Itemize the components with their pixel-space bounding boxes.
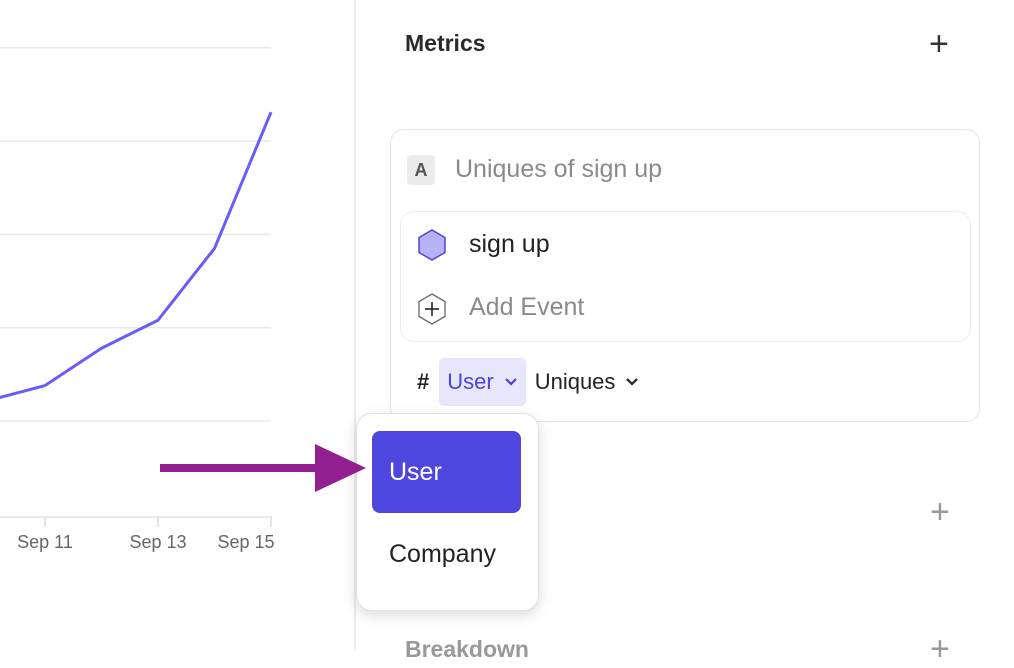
line-chart: Sep 11 Sep 13 Sep 15 (0, 47, 275, 552)
x-tick-label: Sep 15 (217, 532, 274, 552)
add-metric-plus-icon[interactable]: + (929, 25, 949, 63)
metric-letter-badge: A (407, 155, 435, 185)
entity-dropdown-menu: User Company (356, 413, 539, 611)
annotation-arrow-icon (160, 444, 366, 492)
metric-card: A Uniques of sign up sign up Add Event #… (390, 129, 980, 422)
panel-divider[interactable] (354, 0, 356, 650)
x-tick-label: Sep 13 (129, 532, 186, 552)
entity-select[interactable]: User (439, 358, 526, 406)
series-line (0, 111, 273, 399)
event-sign-up[interactable]: sign up (469, 230, 550, 258)
dropdown-option-user[interactable]: User (372, 431, 521, 513)
aggregation-select[interactable]: Uniques (535, 369, 640, 395)
metric-title[interactable]: Uniques of sign up (455, 155, 663, 183)
hash-icon: # (417, 369, 430, 394)
aggregation-select-value: Uniques (534, 369, 616, 394)
metrics-title: Metrics (405, 30, 486, 56)
add-filter-plus-icon[interactable]: + (930, 493, 950, 531)
dropdown-option-company[interactable]: Company (389, 540, 496, 568)
add-event-plus-hexagon-icon[interactable] (417, 292, 447, 326)
metric-footer: # User Uniques (417, 358, 639, 406)
add-event-button[interactable]: Add Event (469, 293, 585, 321)
chevron-down-icon (626, 378, 639, 386)
events-list: sign up Add Event (400, 211, 971, 342)
hexagon-icon (418, 229, 446, 261)
chevron-down-icon (504, 378, 517, 386)
x-tick-label: Sep 11 (17, 532, 73, 552)
add-breakdown-plus-icon[interactable]: + (930, 630, 950, 668)
entity-select-value: User (447, 369, 494, 394)
